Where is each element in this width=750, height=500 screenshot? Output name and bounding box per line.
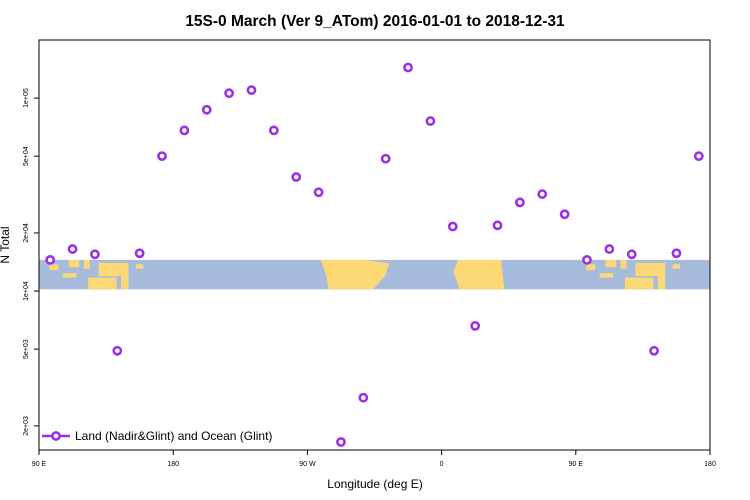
data-point (224, 88, 235, 99)
data-point (693, 151, 704, 162)
x-tick-label: 0 (440, 461, 444, 468)
x-axis: 90 E 180 90 W 0 90 E 180 (32, 450, 716, 468)
x-tick-label: 180 (167, 461, 179, 468)
data-point (626, 249, 637, 260)
data-point (179, 125, 190, 136)
data-point (45, 254, 56, 265)
data-point (313, 187, 324, 198)
land-south-america (320, 259, 390, 290)
x-tick-label: 90 E (569, 461, 584, 468)
land-java (62, 273, 77, 278)
data-point (447, 221, 458, 232)
land-australia-north (625, 277, 654, 290)
y-tick-label: 5e+03 (23, 339, 30, 359)
data-point (671, 248, 682, 259)
land-new-guinea (98, 262, 129, 277)
y-tick-label: 1e+05 (23, 88, 30, 108)
land-solomon-islands (135, 264, 144, 269)
x-axis-label: Longitude (deg E) (327, 477, 422, 491)
data-point (537, 189, 548, 199)
x-tick-label: 90 E (32, 461, 47, 468)
data-point (157, 151, 167, 162)
data-point (470, 320, 481, 331)
legend-marker-swatch (51, 431, 61, 441)
y-tick-label: 1e+04 (23, 281, 30, 301)
land-new-guinea (635, 262, 666, 277)
data-point (112, 345, 123, 356)
data-point (90, 249, 100, 260)
land-solomon-islands (672, 264, 681, 269)
data-point (268, 125, 279, 136)
data-point (425, 116, 436, 126)
y-tick-label: 2e+03 (23, 416, 30, 436)
map-strip (39, 259, 710, 290)
y-tick-label: 5e+04 (23, 146, 30, 166)
y-axis: 2e+03 5e+03 1e+04 2e+04 5e+04 1e+05 (23, 88, 39, 436)
data-point (246, 85, 257, 95)
data-point (336, 437, 346, 447)
data-points (45, 62, 704, 447)
land-borneo (605, 259, 617, 268)
data-point (403, 62, 413, 73)
data-point (582, 254, 592, 265)
x-tick-label: 180 (704, 461, 716, 468)
y-axis-label: N Total (0, 226, 12, 263)
data-point (67, 244, 78, 254)
data-point (604, 244, 615, 254)
x-tick-label: 90 W (299, 461, 316, 468)
land-borneo (68, 259, 80, 268)
data-point (134, 248, 145, 259)
land-cape-york (657, 276, 666, 290)
data-point (559, 209, 570, 220)
data-point (514, 197, 525, 208)
land-sulawesi (83, 259, 90, 269)
land-africa (453, 259, 505, 290)
land-australia-north (88, 277, 117, 290)
data-point (492, 220, 503, 231)
legend-label: Land (Nadir&Glint) and Ocean (Glint) (75, 429, 272, 443)
land-sumatra (586, 264, 596, 271)
land-sulawesi (620, 259, 627, 269)
chart-title: 15S-0 March (Ver 9_ATom) 2016-01-01 to 2… (185, 13, 565, 30)
land-java (599, 273, 614, 278)
data-point (201, 104, 212, 115)
legend: Land (Nadir&Glint) and Ocean (Glint) (42, 429, 272, 443)
plot-frame (38, 39, 711, 451)
data-point (649, 345, 659, 356)
y-tick-label: 2e+04 (23, 223, 30, 243)
data-point (380, 153, 391, 164)
land-cape-york (121, 276, 129, 290)
data-point (358, 392, 369, 403)
land-sumatra (49, 264, 59, 271)
data-point (291, 172, 302, 182)
